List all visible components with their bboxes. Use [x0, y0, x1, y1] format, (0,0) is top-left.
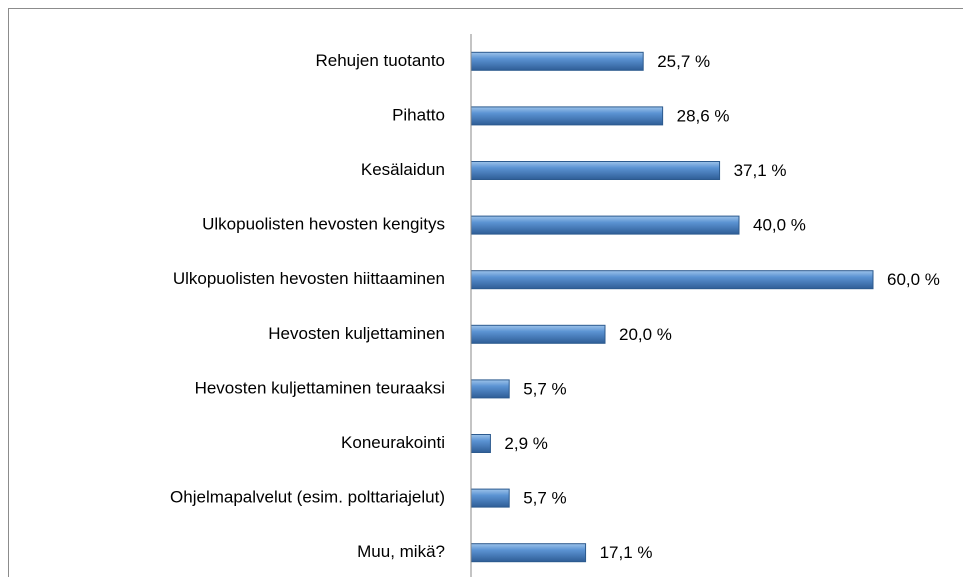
bar	[470, 215, 740, 235]
bar	[470, 488, 510, 508]
value-label: 40,0 %	[753, 216, 806, 235]
bar	[470, 324, 606, 344]
value-label: 20,0 %	[619, 325, 672, 344]
bar	[470, 161, 721, 180]
value-label: 37,1 %	[734, 161, 787, 180]
value-label: 5,7 %	[523, 379, 566, 398]
value-label: 60,0 %	[887, 270, 940, 289]
category-label: Ulkopuolisten hevosten hiittaaminen	[173, 269, 445, 288]
category-label: Pihatto	[392, 105, 445, 124]
value-label: 5,7 %	[523, 489, 566, 508]
category-label: Hevosten kuljettaminen	[268, 324, 445, 343]
category-label: Ohjelmapalvelut (esim. polttariajelut)	[170, 488, 445, 507]
category-label: Koneurakointi	[341, 433, 445, 452]
category-label: Ulkopuolisten hevosten kengitys	[202, 215, 445, 234]
bar	[470, 543, 587, 563]
category-label: Hevosten kuljettaminen teuraaksi	[195, 378, 445, 397]
bar	[470, 270, 874, 290]
bar	[470, 106, 664, 126]
value-label: 17,1 %	[600, 543, 653, 562]
bar	[470, 434, 491, 453]
category-label: Kesälaidun	[361, 160, 445, 179]
value-label: 2,9 %	[504, 434, 547, 453]
category-label: Rehujen tuotanto	[316, 51, 446, 70]
value-label: 25,7 %	[657, 52, 710, 71]
bar	[470, 51, 644, 71]
category-label: Muu, mikä?	[357, 542, 445, 561]
chart-frame	[8, 8, 963, 577]
value-label: 28,6 %	[677, 106, 730, 125]
bar	[470, 379, 510, 399]
